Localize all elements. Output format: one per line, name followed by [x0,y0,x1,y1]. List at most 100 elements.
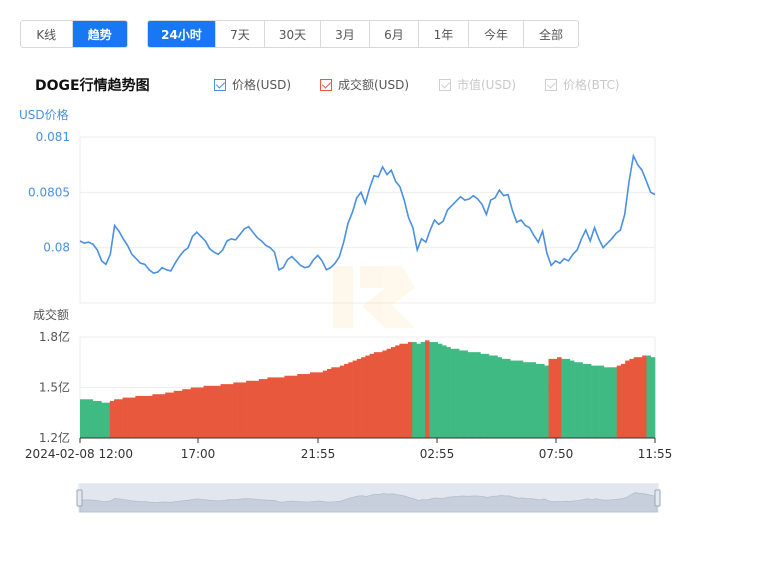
volume-bar [582,363,588,438]
volume-bar [574,362,579,438]
volume-bar [382,350,387,438]
volume-bar [318,372,324,438]
volume-bar [565,358,571,438]
volume-bar [514,360,519,438]
tab-all[interactable]: 全部 [538,27,563,42]
volume-bar [633,357,639,438]
tab-ytd[interactable]: 今年 [469,21,524,47]
legend-label: 成交额(USD) [338,78,410,92]
x-tick-label: 21:55 [301,447,336,461]
volume-bar [476,352,481,438]
checkbox-icon [545,78,557,91]
volume-bar [327,368,332,438]
volume-bar [258,379,264,438]
volume-bar [540,363,545,438]
volume-bar [450,348,456,438]
volume-bar [637,357,643,438]
volume-bar [216,385,221,438]
volume-bar [80,399,85,438]
legend-label: 市值(USD) [457,78,517,92]
volume-bar [437,343,443,438]
tab-1y[interactable]: 1年 [419,21,469,47]
volume-bar [118,399,123,438]
volume-bar [403,343,409,438]
tab-trend[interactable]: 趋势 [72,21,127,47]
volume-bar [241,382,247,438]
volume-bar [301,374,307,438]
volume-bar [522,362,528,438]
price-tick-label: 0.0805 [28,185,70,199]
tab-24h[interactable]: 24小时 [148,21,216,47]
legend-volume-usd[interactable]: 成交额(USD) [320,76,409,93]
volume-bar [212,385,217,438]
volume-bar [122,397,128,438]
volume-bar [84,399,89,438]
checkbox-icon [439,78,451,91]
volume-bar [292,375,298,438]
volume-bar [616,365,622,438]
volume-bar [280,377,285,438]
volume-bar [459,350,464,438]
volume-bar [335,367,341,438]
volume-bar [399,343,404,438]
volume-bar [224,384,230,438]
slider-handle-right[interactable] [654,489,661,507]
volume-bar [356,358,362,438]
legend-price-usd[interactable]: 价格(USD) [214,76,291,93]
volume-bar [114,399,119,438]
volume-bar [160,394,166,438]
x-tick-label: 2024-02-08 12:00 [25,447,133,461]
volume-bar [97,400,102,438]
x-tick-label: 17:00 [181,447,216,461]
volume-bar [484,353,490,438]
volume-bar [531,362,537,438]
x-tick-label: 07:50 [539,447,574,461]
x-tick-label: 11:55 [638,447,673,461]
volume-bar [378,352,383,438]
volume-bar [339,365,345,438]
legend-marketcap-usd[interactable]: 市值(USD) [439,76,516,93]
volume-bar [629,358,634,438]
volume-bar [314,372,319,438]
volume-bar [608,367,613,438]
volume-bar [352,360,358,438]
price-line [79,153,656,274]
volume-bar [369,353,375,438]
legend-price-btc[interactable]: 价格(BTC) [545,76,620,93]
volume-bar [467,352,473,438]
volume-bar [425,340,430,438]
volume-bar [331,367,336,438]
volume-bar [518,360,524,438]
tab-7d[interactable]: 7天 [216,21,265,47]
checkbox-icon [214,78,226,91]
volume-bar [569,360,575,438]
volume-bar [229,384,234,438]
volume-bar [297,374,302,438]
volume-bar [646,355,652,438]
volume-bar [412,342,417,438]
volume-bar [199,387,204,438]
volume-bar [220,384,226,438]
range-slider[interactable] [76,483,661,513]
tab-6m[interactable]: 6月 [370,21,419,47]
volume-bar [501,358,507,438]
tab-3m[interactable]: 3月 [321,21,370,47]
volume-bar [165,392,170,438]
volume-bar [390,347,396,438]
volume-bar [420,342,426,438]
volume-bar [131,397,136,438]
volume-bar [135,395,140,438]
volume-bar [233,382,238,438]
volume-bar [250,380,255,438]
volume-bar [429,342,434,438]
volume-tick-label: 1.5亿 [39,380,70,395]
volume-bar [182,389,187,438]
volume-bar [254,380,260,438]
tab-30d[interactable]: 30天 [265,21,321,47]
tab-kline[interactable]: K线 [21,21,73,47]
volume-bar [109,400,115,438]
slider-handle-left[interactable] [76,489,83,507]
volume-bar [612,367,617,438]
volume-bar [463,350,468,438]
